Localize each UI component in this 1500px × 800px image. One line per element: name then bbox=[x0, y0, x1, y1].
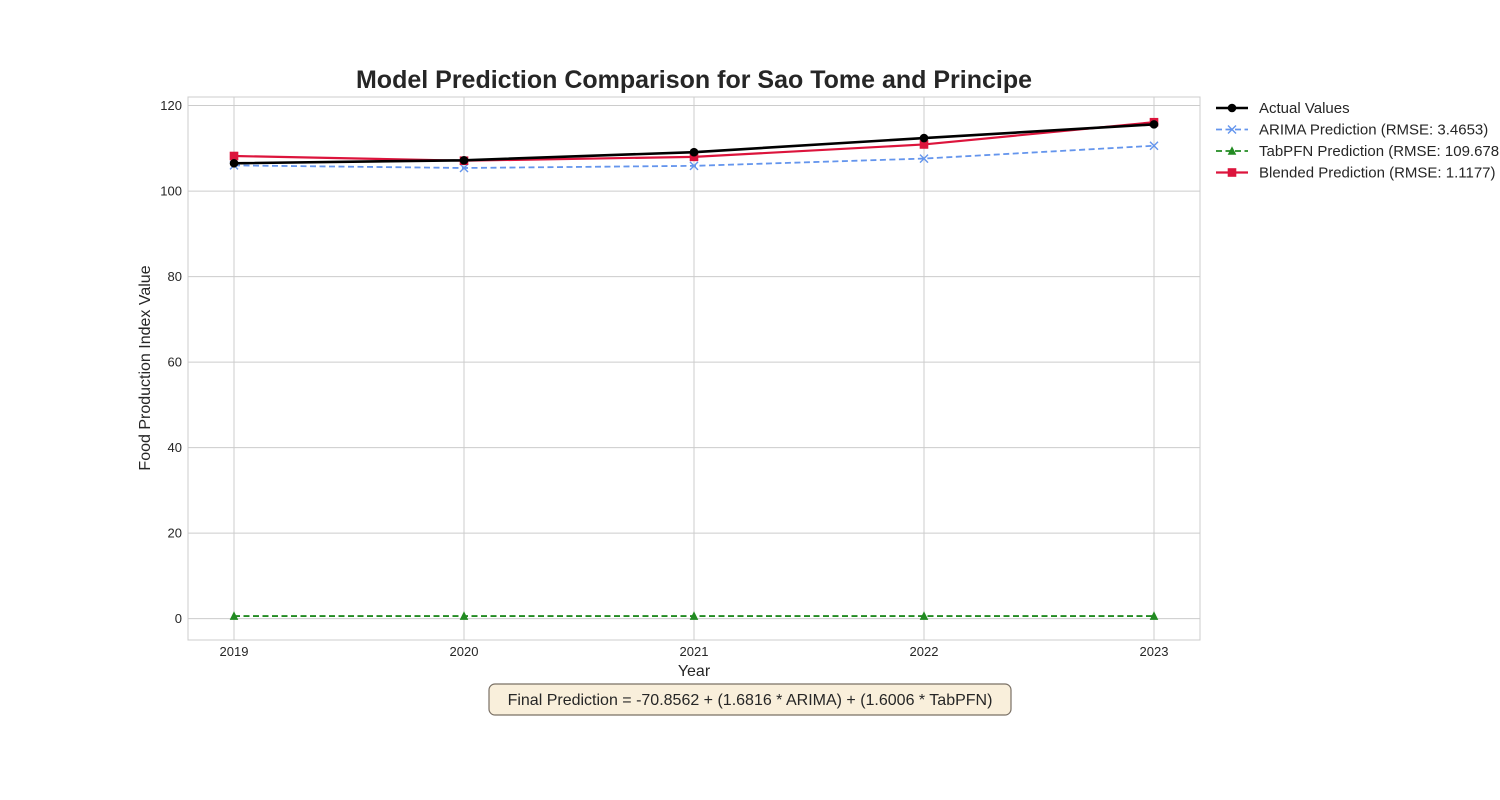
grid bbox=[188, 97, 1200, 640]
data-point-stroke bbox=[919, 154, 929, 164]
data-point bbox=[919, 133, 929, 143]
legend-item: Actual Values bbox=[1216, 100, 1350, 117]
data-point bbox=[919, 611, 929, 620]
legend-item: ARIMA Prediction (RMSE: 3.4653) bbox=[1216, 122, 1488, 139]
data-series bbox=[229, 117, 1159, 620]
data-point bbox=[1149, 141, 1159, 151]
data-point-stroke bbox=[689, 161, 699, 171]
formula-box bbox=[488, 683, 1012, 716]
data-point bbox=[459, 163, 469, 173]
data-point bbox=[1227, 103, 1237, 113]
y-tick-label: 120 bbox=[160, 98, 182, 113]
data-point bbox=[1227, 125, 1237, 134]
data-point-stroke bbox=[459, 163, 469, 173]
x-tick-label: 2020 bbox=[450, 644, 479, 659]
legend-item: TabPFN Prediction (RMSE: 109.678 bbox=[1216, 143, 1499, 160]
data-point bbox=[459, 155, 469, 165]
formula-text: Final Prediction = -70.8562 + (1.6816 * … bbox=[508, 692, 993, 709]
data-point bbox=[1149, 120, 1159, 129]
x-tick-label: 2021 bbox=[680, 644, 709, 659]
series-1 bbox=[229, 141, 1159, 173]
y-axis-label: Food Production Index Value bbox=[137, 265, 154, 470]
y-tick-label: 0 bbox=[175, 611, 182, 626]
data-point bbox=[1227, 146, 1237, 155]
y-tick-label: 20 bbox=[168, 526, 182, 541]
legend-label: ARIMA Prediction (RMSE: 3.4653) bbox=[1259, 122, 1488, 139]
plot-area-frame bbox=[187, 96, 1201, 641]
y-tick-label: 100 bbox=[160, 184, 182, 199]
x-tick-label: 2023 bbox=[1140, 644, 1169, 659]
legend-label: TabPFN Prediction (RMSE: 109.678 bbox=[1259, 143, 1499, 160]
data-point bbox=[919, 140, 929, 149]
data-point bbox=[229, 611, 239, 620]
legend-item: Blended Prediction (RMSE: 1.1177) bbox=[1216, 165, 1496, 182]
x-tick-label: 2022 bbox=[910, 644, 939, 659]
data-point bbox=[689, 147, 699, 157]
data-point bbox=[229, 151, 239, 161]
data-point-stroke bbox=[1227, 125, 1237, 134]
series-0 bbox=[229, 120, 1159, 168]
legend-label: Blended Prediction (RMSE: 1.1177) bbox=[1259, 165, 1496, 182]
data-point bbox=[689, 152, 699, 162]
chart-title: Model Prediction Comparison for Sao Tome… bbox=[356, 66, 1032, 94]
y-tick-label: 40 bbox=[168, 440, 182, 455]
legend-label: Actual Values bbox=[1259, 100, 1350, 117]
x-tick-label: 2019 bbox=[220, 644, 249, 659]
data-point-stroke bbox=[1149, 141, 1159, 151]
legend: Actual Values ARIMA Prediction (RMSE: 3.4… bbox=[1216, 100, 1499, 182]
tick-labels: 2019 2020 2021 2022 2023 0 20 40 60 80 100 120 bbox=[160, 98, 1168, 659]
data-point bbox=[459, 611, 469, 620]
y-tick-label: 60 bbox=[168, 355, 182, 370]
data-point bbox=[1149, 611, 1159, 620]
y-tick-label: 80 bbox=[168, 269, 182, 284]
data-point bbox=[919, 154, 929, 164]
data-point bbox=[229, 158, 239, 168]
series-2 bbox=[229, 611, 1159, 620]
data-point bbox=[689, 161, 699, 171]
formula-annotation: Final Prediction = -70.8562 + (1.6816 * … bbox=[488, 683, 1012, 716]
data-point bbox=[689, 611, 699, 620]
x-axis-label: Year bbox=[678, 663, 711, 680]
data-point bbox=[1227, 168, 1237, 177]
